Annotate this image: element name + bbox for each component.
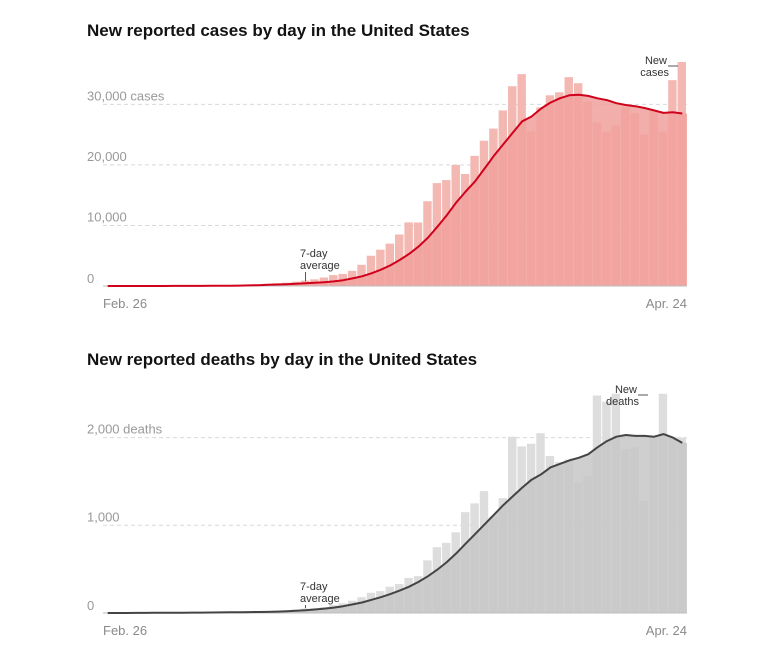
- deaths-chart-title: New reported deaths by day in the United…: [87, 350, 478, 369]
- cases-chart-title: New reported cases by day in the United …: [87, 21, 470, 40]
- y-tick-label: 30,000 cases: [87, 88, 165, 103]
- average-line: [107, 93, 683, 287]
- average-annotation-line1: 7-day: [300, 248, 328, 260]
- average-area: [103, 94, 687, 286]
- average-annotation-line2: average: [300, 260, 340, 272]
- bar-annotation-line2: deaths: [606, 396, 640, 408]
- y-tick-label: 1,000: [87, 509, 120, 524]
- y-tick-label: 2,000 deaths: [87, 422, 163, 437]
- y-tick-label: 0: [87, 598, 94, 613]
- y-tick-label: 20,000: [87, 149, 127, 164]
- x-start-label: Feb. 26: [103, 296, 147, 311]
- y-tick-label: 10,000: [87, 209, 127, 224]
- x-end-label: Apr. 24: [646, 296, 687, 311]
- x-start-label: Feb. 26: [103, 623, 147, 638]
- y-tick-label: 0: [87, 271, 94, 286]
- average-line: [107, 433, 683, 614]
- cases-chart-plot: 0 10,000 20,000 30,000 cases Feb. 26 Apr. 24 7…: [87, 55, 687, 311]
- bar-annotation-line2: cases: [640, 67, 669, 79]
- bar-annotation-line1: New: [645, 55, 667, 67]
- average-annotation-line1: 7-day: [300, 581, 328, 593]
- bar: [376, 249, 385, 286]
- bar-annotation-line1: New: [615, 384, 637, 396]
- average-annotation-line2: average: [300, 593, 340, 605]
- x-end-label: Apr. 24: [646, 623, 687, 638]
- bar: [366, 255, 376, 286]
- average-area: [103, 434, 687, 613]
